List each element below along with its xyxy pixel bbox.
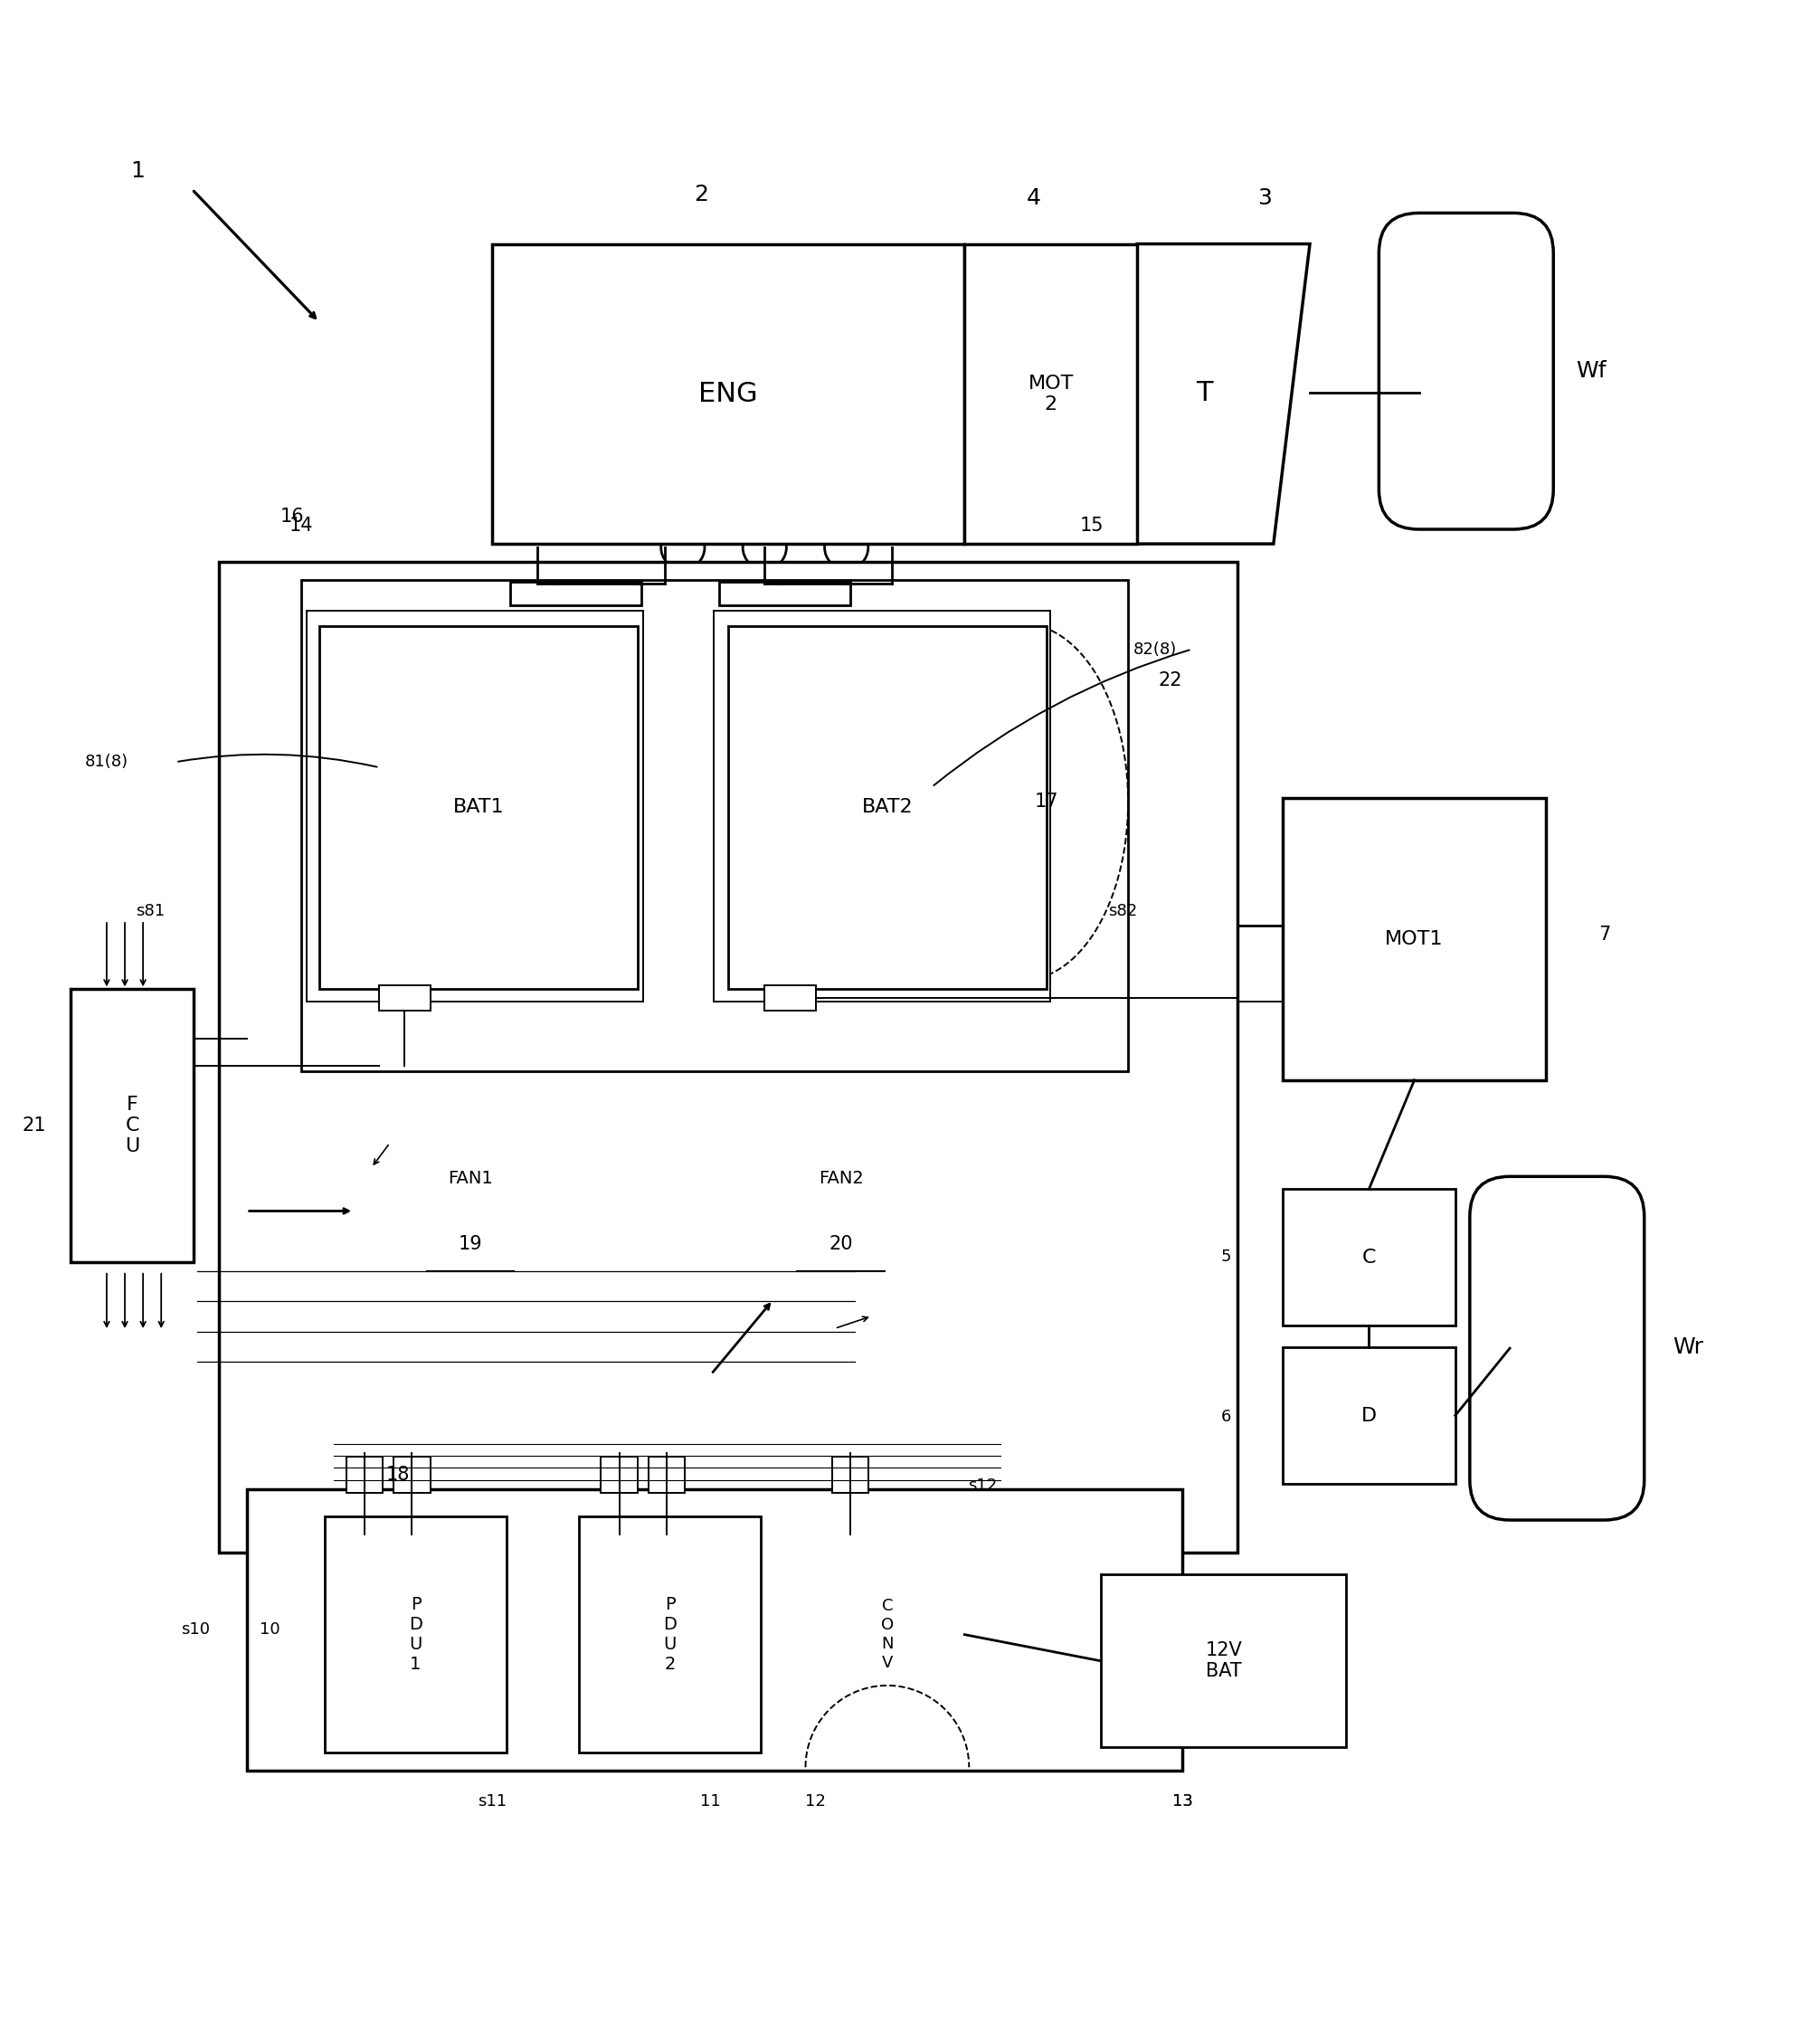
- Text: s82: s82: [1108, 903, 1138, 919]
- Text: P
D
U
1: P D U 1: [410, 1596, 422, 1673]
- Bar: [728, 626, 1046, 990]
- Text: P
D
U
2: P D U 2: [662, 1596, 677, 1673]
- Text: 22: 22: [1158, 671, 1181, 689]
- Text: s11: s11: [477, 1793, 506, 1809]
- Text: s12: s12: [968, 1478, 997, 1494]
- Text: 13: 13: [1172, 1793, 1192, 1809]
- Text: 15: 15: [1079, 516, 1103, 535]
- Text: 21: 21: [22, 1116, 46, 1134]
- Text: 12V
BAT: 12V BAT: [1205, 1641, 1241, 1681]
- Bar: [764, 986, 815, 1010]
- Text: C: C: [1361, 1248, 1376, 1267]
- Bar: [1101, 1576, 1347, 1746]
- Bar: [379, 986, 430, 1010]
- Text: Wf: Wf: [1576, 360, 1607, 382]
- Text: D: D: [1361, 1407, 1376, 1425]
- Text: 6: 6: [1221, 1409, 1232, 1425]
- Text: C
O
N
V: C O N V: [881, 1598, 894, 1671]
- Bar: [306, 612, 642, 1002]
- Text: 2: 2: [693, 183, 708, 205]
- Text: 12: 12: [804, 1793, 826, 1809]
- Text: 10: 10: [260, 1620, 280, 1637]
- Text: 13: 13: [1172, 1793, 1192, 1809]
- Text: s10: s10: [182, 1620, 209, 1637]
- Bar: [220, 561, 1238, 1553]
- Text: 16: 16: [280, 508, 304, 527]
- Bar: [491, 244, 965, 545]
- Text: 14: 14: [289, 516, 313, 535]
- Text: ENG: ENG: [699, 380, 757, 407]
- Bar: [648, 1456, 684, 1492]
- Text: 4: 4: [1026, 187, 1041, 209]
- Text: MOT
2: MOT 2: [1028, 374, 1074, 413]
- Bar: [1283, 1189, 1456, 1326]
- Text: FAN2: FAN2: [819, 1169, 863, 1187]
- Bar: [346, 1456, 382, 1492]
- Bar: [719, 581, 850, 606]
- Text: 17: 17: [1034, 793, 1057, 811]
- Bar: [579, 1517, 761, 1752]
- Bar: [965, 244, 1138, 545]
- Text: 7: 7: [1598, 925, 1611, 943]
- Text: Wr: Wr: [1673, 1336, 1704, 1358]
- Text: 18: 18: [386, 1466, 410, 1484]
- Text: MOT1: MOT1: [1385, 931, 1443, 947]
- Bar: [248, 1488, 1183, 1771]
- Bar: [318, 626, 637, 990]
- Text: T: T: [1196, 380, 1212, 407]
- Text: 11: 11: [699, 1793, 721, 1809]
- Text: 5: 5: [1221, 1248, 1232, 1265]
- Text: FAN1: FAN1: [448, 1169, 493, 1187]
- Bar: [810, 1517, 965, 1752]
- Bar: [510, 581, 641, 606]
- Bar: [713, 612, 1050, 1002]
- Text: 81(8): 81(8): [86, 754, 129, 771]
- FancyBboxPatch shape: [1380, 213, 1554, 529]
- Text: 19: 19: [459, 1234, 482, 1252]
- Bar: [300, 579, 1128, 1071]
- Bar: [1283, 1348, 1456, 1484]
- Text: F
C
U: F C U: [126, 1096, 140, 1155]
- Bar: [832, 1456, 868, 1492]
- Text: 82(8): 82(8): [1134, 640, 1178, 657]
- Text: BAT2: BAT2: [861, 799, 914, 817]
- Text: s81: s81: [136, 903, 166, 919]
- Bar: [601, 1456, 637, 1492]
- Text: 20: 20: [828, 1234, 854, 1252]
- Text: 3: 3: [1258, 187, 1272, 209]
- Text: 1: 1: [131, 161, 146, 183]
- Bar: [1283, 799, 1547, 1080]
- Text: BAT1: BAT1: [453, 799, 504, 817]
- FancyBboxPatch shape: [1471, 1177, 1643, 1521]
- Bar: [324, 1517, 506, 1752]
- Bar: [71, 990, 195, 1262]
- Bar: [393, 1456, 430, 1492]
